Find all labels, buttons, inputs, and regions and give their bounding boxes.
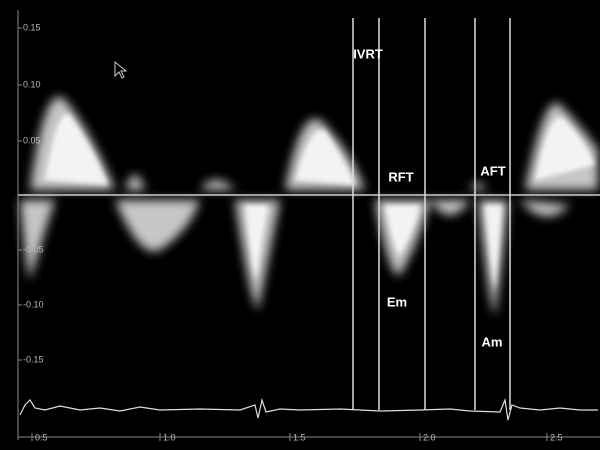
mouse-cursor [114, 60, 128, 79]
y-tick-label: 0.15 [23, 22, 41, 32]
annotation: Am [482, 334, 503, 349]
y-tick-label: -0.10 [23, 299, 44, 309]
x-tick-label: 1.5 [293, 432, 306, 442]
y-tick-label: 0.05 [23, 135, 41, 145]
ecg-trace [19, 397, 598, 421]
event-markers [352, 18, 511, 410]
x-tick-label: 1.0 [163, 432, 176, 442]
doppler-spectrum [20, 96, 598, 315]
x-tick-label: 2.0 [423, 432, 436, 442]
y-tick-label: -0.05 [23, 244, 44, 254]
y-tick-label: -0.15 [23, 354, 44, 364]
annotation: Em [387, 294, 407, 309]
y-tick-label: 0.10 [23, 79, 41, 89]
annotation: RFT [388, 169, 413, 184]
x-tick-label: 2.5 [550, 432, 563, 442]
x-tick-label: 0.5 [35, 432, 48, 442]
annotation: AFT [480, 163, 505, 178]
annotation: IVRT [353, 46, 383, 61]
